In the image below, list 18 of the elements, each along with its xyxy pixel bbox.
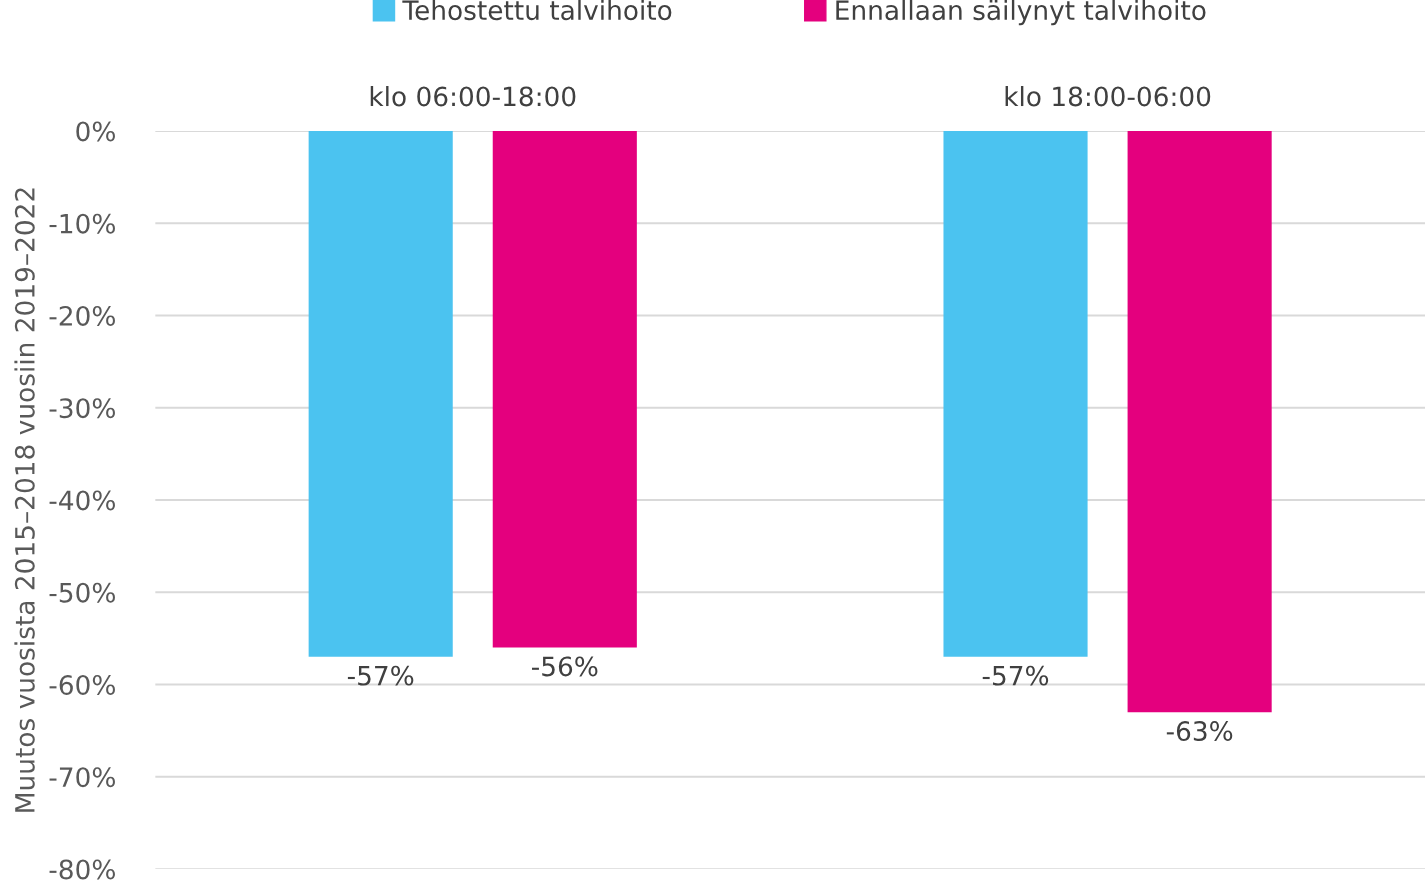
y-tick-label: 0% <box>76 121 115 142</box>
y-tick-label: -20% <box>49 305 115 326</box>
y-tick-label: -50% <box>49 582 115 603</box>
y-tick-label: -10% <box>49 213 115 234</box>
y-tick-label: -70% <box>49 767 115 788</box>
legend-label: Ennallaan säilynyt talvihoito <box>836 0 1206 26</box>
y-tick-label: -80% <box>49 859 115 880</box>
legend-label: Tehostettu talvihoito <box>402 0 672 21</box>
y-axis-title: Muutos vuosista 2015–2018 vuosiin 2019–2022 <box>14 188 35 812</box>
y-tick-label: -60% <box>49 674 115 695</box>
y-tick-label: -40% <box>49 490 115 511</box>
data-label: -57% <box>347 665 414 686</box>
x-tick-label: klo 18:00-06:00 <box>1005 85 1211 107</box>
data-label: -56% <box>532 656 598 677</box>
data-label: -63% <box>1166 721 1233 741</box>
data-label: -57% <box>982 665 1049 686</box>
x-tick-label: klo 06:00-18:00 <box>370 85 576 107</box>
y-tick-label: -30% <box>49 398 115 419</box>
